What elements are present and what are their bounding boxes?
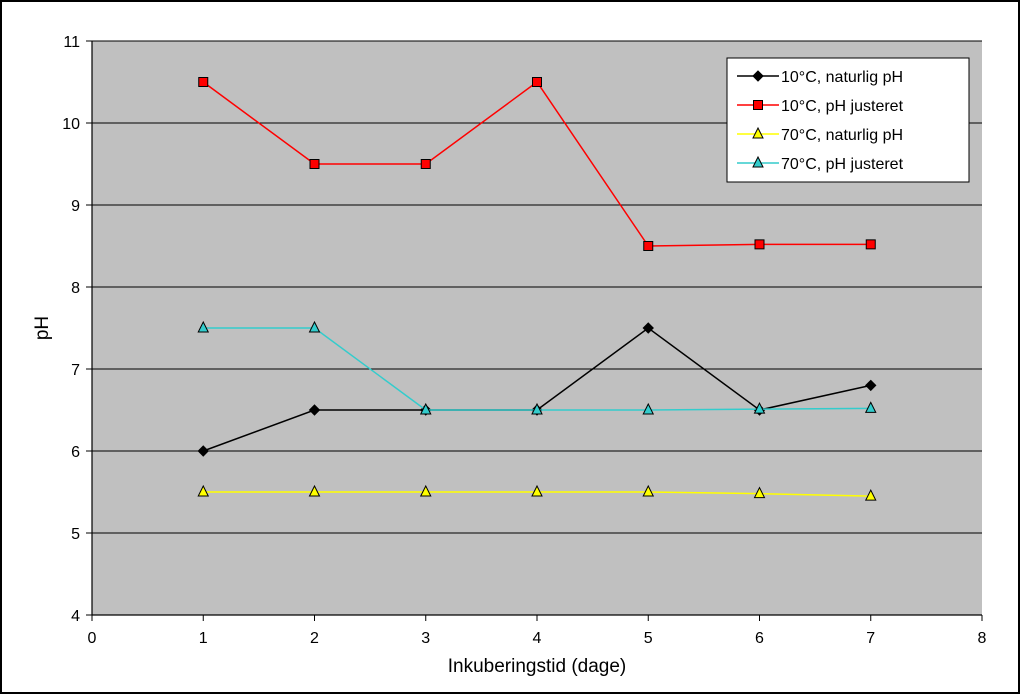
legend-label: 70°C, pH justeret: [781, 156, 904, 173]
data-point: [865, 379, 877, 392]
y-tick-label: 4: [71, 608, 80, 625]
y-tick-label: 8: [71, 280, 80, 297]
data-point: [754, 239, 765, 250]
axes: 4 5 6 7 8 9 10 11 0 1 2 3 4 5 6 7 8: [62, 34, 986, 647]
legend: 10°C, naturlig pH 10°C, pH justeret 70°C, …: [726, 57, 970, 183]
data-point: [865, 239, 876, 250]
x-tick-label: 1: [199, 630, 208, 647]
data-point: [642, 402, 655, 415]
series-layer: [197, 77, 877, 501]
legend-box: [726, 57, 970, 183]
legend-item: 70°C, naturlig pH: [737, 126, 903, 144]
data-point: [643, 241, 654, 251]
y-tick-label: 6: [71, 444, 80, 461]
data-point: [531, 402, 543, 415]
x-tick-label: 5: [644, 630, 653, 647]
data-point: [419, 484, 432, 497]
legend-item: 70°C, pH justeret: [737, 155, 904, 173]
data-point: [197, 484, 210, 497]
series-3: [197, 484, 877, 501]
data-point: [308, 320, 321, 333]
legend-item: 10°C, pH justeret: [737, 98, 904, 115]
y-tick-label: 10: [62, 116, 80, 133]
legend-item: 10°C, naturlig pH: [737, 69, 903, 86]
data-point: [864, 488, 877, 501]
y-tick-label: 7: [71, 362, 80, 379]
data-point: [532, 77, 542, 87]
legend-swatch-marker: [753, 100, 763, 110]
data-point: [308, 404, 321, 416]
data-point: [642, 484, 655, 497]
legend-swatch-marker: [752, 70, 764, 82]
data-point: [197, 445, 209, 457]
y-tick-label: 5: [71, 526, 80, 543]
series-2: [198, 77, 876, 251]
x-tick-label: 4: [533, 630, 542, 647]
legend-label: 10°C, naturlig pH: [781, 69, 903, 86]
data-point: [197, 320, 210, 333]
x-tick-label: 6: [755, 630, 764, 647]
data-point: [531, 484, 543, 497]
y-tick-label: 9: [71, 198, 80, 215]
x-tick-label: 0: [88, 630, 97, 647]
legend-label: 10°C, pH justeret: [781, 98, 904, 115]
data-point: [198, 77, 209, 87]
x-tick-label: 3: [421, 630, 430, 647]
data-point: [642, 322, 654, 334]
data-point: [308, 484, 321, 497]
y-tick-label: 11: [63, 34, 80, 51]
x-tick-label: 8: [978, 630, 987, 647]
data-point: [864, 401, 877, 413]
legend-swatch-marker: [752, 126, 764, 139]
legend-label: 70°C, naturlig pH: [781, 127, 903, 144]
x-tick-label: 2: [310, 630, 319, 647]
data-point: [419, 402, 432, 415]
x-axis-label: Inkuberingstid (dage): [448, 656, 627, 677]
data-point: [753, 486, 766, 499]
series-4: [197, 320, 877, 415]
data-point: [309, 159, 320, 169]
y-axis-label: pH: [32, 316, 53, 340]
x-tick-label: 7: [866, 630, 875, 647]
data-point: [753, 402, 766, 414]
data-point: [420, 159, 431, 169]
legend-swatch-marker: [752, 155, 764, 168]
